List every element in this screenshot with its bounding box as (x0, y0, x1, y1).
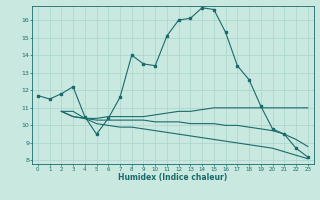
X-axis label: Humidex (Indice chaleur): Humidex (Indice chaleur) (118, 173, 228, 182)
